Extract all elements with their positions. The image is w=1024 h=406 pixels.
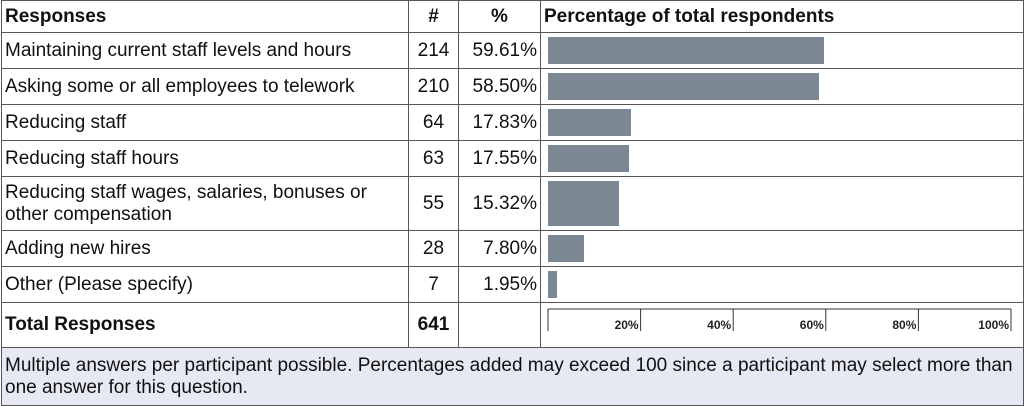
axis: 20% 40% 60% 80% 100% [547,308,1012,332]
bar [548,235,585,262]
data-row: Maintaining current staff levels and hou… [1,32,1024,69]
tick-label: 60% [800,318,824,332]
header-cell: % [458,0,541,33]
axis-cell: 20% 40% 60% 80% 100% [540,302,1024,348]
table-body: Maintaining current staff levels and hou… [1,32,1024,406]
count-cell: 64 [408,104,459,141]
bar-cell [540,104,1024,141]
bar [548,181,619,226]
response-cell: Maintaining current staff levels and hou… [1,32,409,69]
percent-cell: 17.55% [458,140,541,177]
data-row: Reducing staff wages, salaries, bonuses … [1,176,1024,231]
data-row: Adding new hires 28 7.80% [1,230,1024,267]
response-cell: Reducing staff wages, salaries, bonuses … [1,176,409,231]
count-cell: 28 [408,230,459,267]
response-cell: Reducing staff hours [1,140,409,177]
response-cell: Adding new hires [1,230,409,267]
total-row: Total Responses 641 20% 40% 60% 80% 100% [1,302,1024,348]
bar [548,271,558,298]
bar [548,145,630,172]
bar-cell [540,266,1024,303]
bar [548,37,824,64]
bar [548,73,819,100]
data-row: Reducing staff 64 17.83% [1,104,1024,141]
response-cell: Asking some or all employees to telework [1,68,409,105]
data-row: Asking some or all employees to telework… [1,68,1024,105]
tick-label: 20% [615,318,639,332]
count-cell: 7 [408,266,459,303]
percent-cell: 58.50% [458,68,541,105]
data-row: Other (Please specify) 7 1.95% [1,266,1024,303]
data-row: Reducing staff hours 63 17.55% [1,140,1024,177]
count-cell: 55 [408,176,459,231]
footnote-row: Multiple answers per participant possibl… [1,347,1024,406]
header-cell: Percentage of total respondents [540,0,1024,33]
percent-cell: 59.61% [458,32,541,69]
header-cell: Responses [1,0,409,33]
tick-label: 40% [707,318,731,332]
percent-cell: 17.83% [458,104,541,141]
footnote: Multiple answers per participant possibl… [1,347,1024,406]
total-label: Total Responses [1,302,409,348]
bar-cell [540,176,1024,231]
response-cell: Other (Please specify) [1,266,409,303]
count-cell: 63 [408,140,459,177]
count-cell: 214 [408,32,459,69]
percent-cell: 7.80% [458,230,541,267]
bar-cell [540,140,1024,177]
percent-cell: 15.32% [458,176,541,231]
count-cell: 210 [408,68,459,105]
bar-cell [540,68,1024,105]
tick-label: 80% [892,318,916,332]
header-row: Responses # % Percentage of total respon… [1,0,1024,33]
empty-cell [458,302,541,348]
bar-cell [540,230,1024,267]
total-count: 641 [408,302,459,348]
bar-cell [540,32,1024,69]
percent-cell: 1.95% [458,266,541,303]
response-cell: Reducing staff [1,104,409,141]
bar [548,109,631,136]
header-cell: # [408,0,459,33]
tick-label: 100% [978,318,1009,332]
